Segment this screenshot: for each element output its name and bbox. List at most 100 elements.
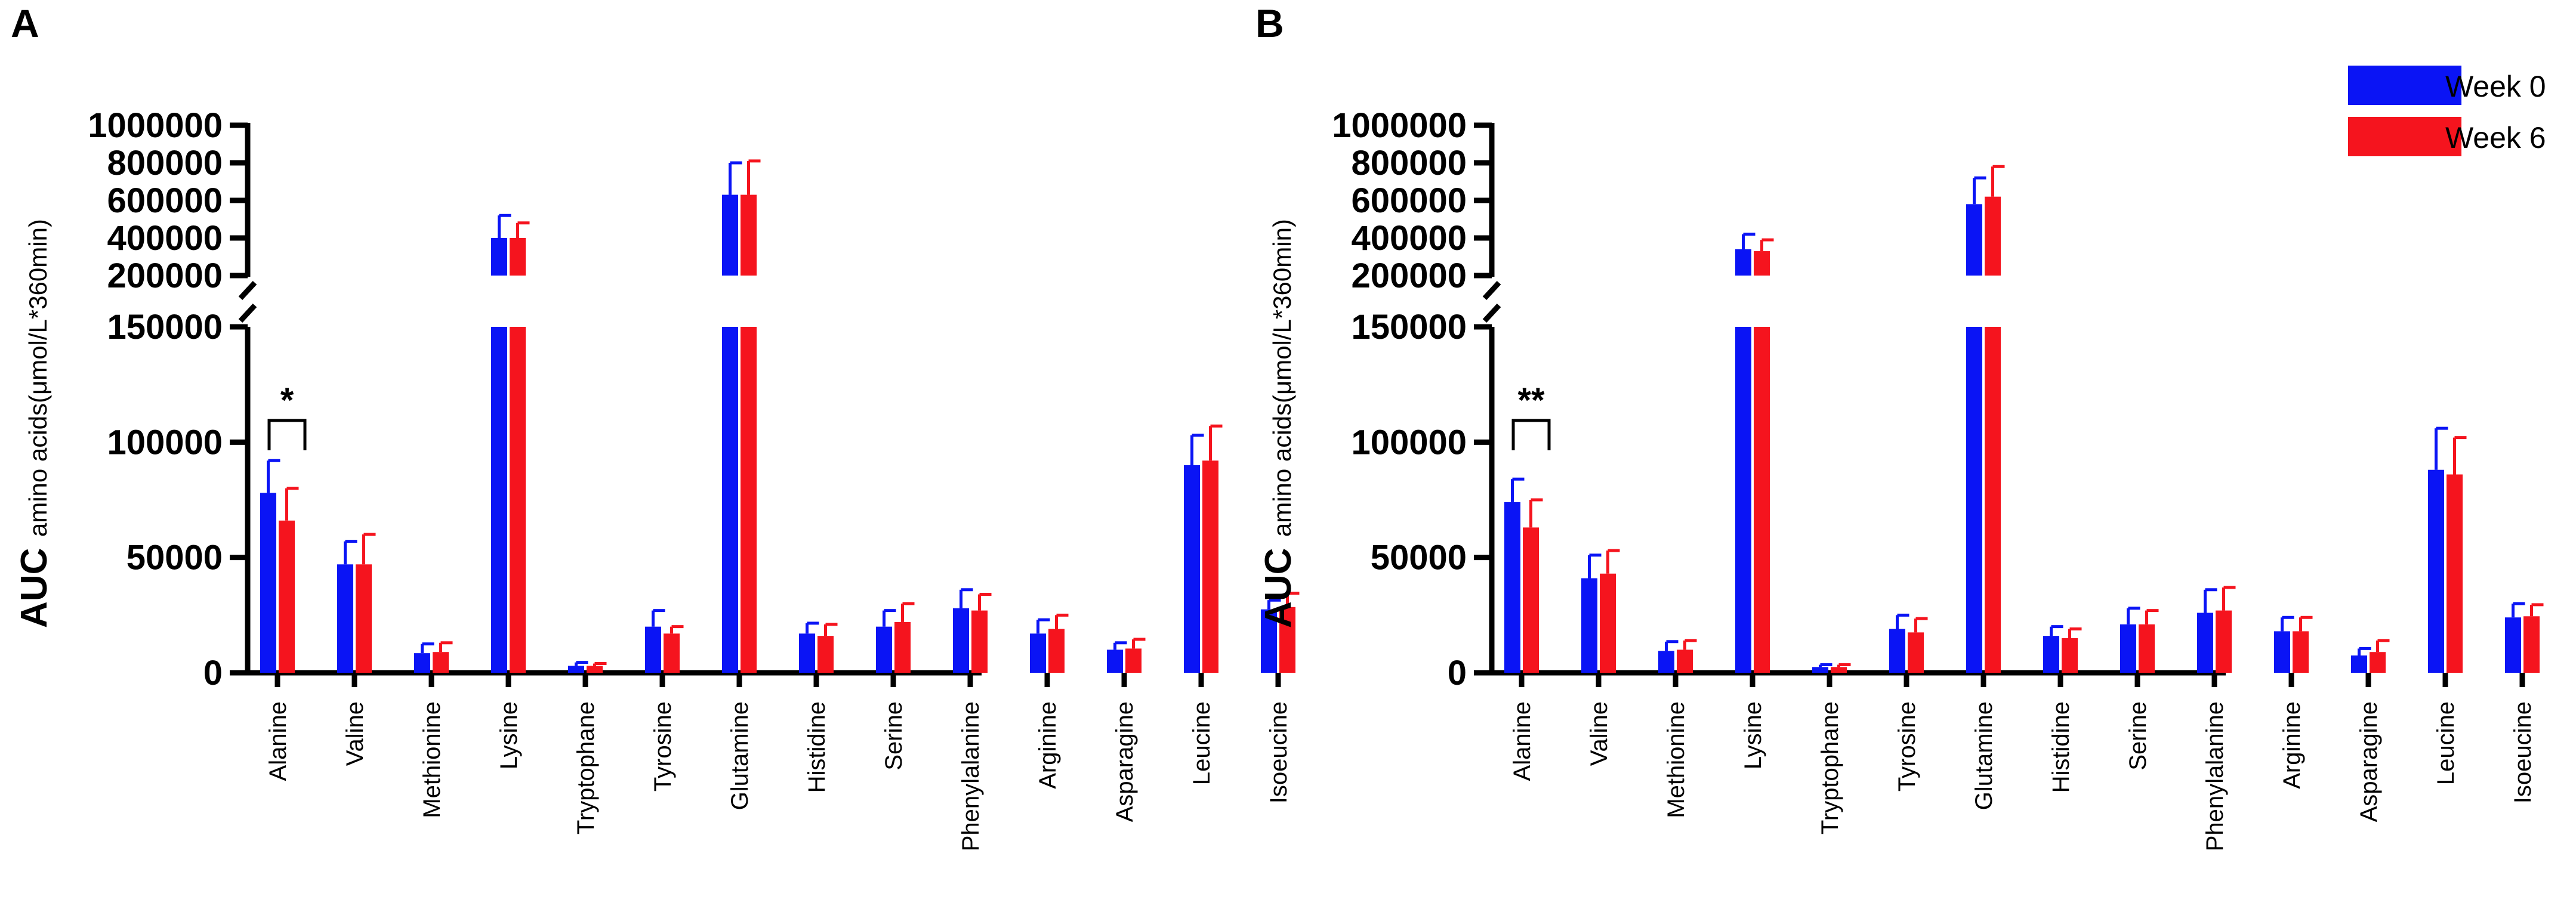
x-tick-label: Arginine — [2279, 701, 2305, 789]
x-tick-label: Histidine — [804, 701, 830, 793]
bar-week6 — [279, 520, 295, 673]
x-tick-label: Phenylalanine — [958, 701, 984, 851]
axis-break-mark — [1482, 303, 1501, 323]
bar-week6 — [1600, 573, 1616, 673]
x-tick-label: Serine — [2125, 701, 2151, 771]
y-tick-label: 50000 — [127, 539, 223, 577]
bar-week0 — [2428, 469, 2444, 673]
bar-week0 — [568, 666, 584, 673]
bar-week6-upper — [741, 194, 757, 276]
svg-text:AUC amino acids(μmol/L: AUC amino acids(μmol/L*360min) — [1258, 219, 1299, 628]
bar-week6 — [894, 621, 911, 673]
bar-week0 — [1658, 651, 1674, 673]
bar-week6 — [587, 666, 603, 673]
bar-week6 — [2370, 652, 2386, 673]
panel-b-ylabel-main: AUC — [1258, 548, 1299, 628]
bar-week0 — [1812, 667, 1828, 673]
legend: Week 0 Week 6 — [2348, 66, 2546, 156]
bar-week0 — [1966, 327, 1982, 673]
y-tick-label: 100000 — [1351, 423, 1467, 462]
x-tick-label: Asparagine — [2356, 701, 2382, 822]
bar-week0 — [414, 653, 430, 673]
x-tick-label: Glutamine — [727, 701, 753, 810]
bar-week0 — [2274, 631, 2290, 673]
panel-a-plot: 0 50000 100000 150000 2000004000006000008000… — [88, 106, 1300, 851]
bar-week6 — [2139, 624, 2155, 673]
x-tick-label: Tryptophane — [573, 701, 599, 834]
bar-week0 — [2197, 613, 2213, 673]
bar-week0 — [1184, 465, 1200, 673]
x-tick-label: Tyrosine — [650, 701, 676, 791]
panel-a-ylabel-sub: amino acids(μmol/L*360min) — [24, 219, 52, 537]
y-tick-label: 400000 — [1351, 219, 1467, 258]
bar-week0 — [337, 564, 353, 673]
bar-week6 — [817, 636, 834, 673]
y-tick-label: 200000 — [1351, 256, 1467, 295]
bar-week0 — [1735, 327, 1751, 673]
x-tick-label: Valine — [342, 701, 368, 766]
bar-week6 — [1125, 648, 1142, 673]
bar-week6 — [1677, 650, 1693, 673]
bar-week6 — [664, 633, 680, 673]
y-tick-label: 150000 — [107, 308, 223, 347]
bar-week0 — [2043, 636, 2059, 673]
bar-week0 — [953, 608, 969, 673]
x-tick-label: Tyrosine — [1894, 701, 1920, 791]
panel-a-letter: A — [11, 1, 39, 45]
bar-week0 — [1107, 650, 1123, 673]
y-tick-label: 1000000 — [88, 106, 223, 145]
bar-week6 — [1048, 629, 1065, 673]
y-tick-label: 150000 — [1351, 308, 1467, 347]
bar-week6 — [2062, 638, 2078, 673]
bar-week6 — [433, 652, 449, 673]
x-tick-label: Tryptophane — [1817, 701, 1843, 834]
x-tick-label: Lysine — [1740, 701, 1766, 769]
x-tick-label: Alanine — [1509, 701, 1535, 781]
bar-week6 — [510, 327, 526, 673]
bar-week0 — [1889, 629, 1905, 673]
bar-week0 — [260, 493, 276, 673]
y-tick-label: 600000 — [107, 181, 223, 220]
bar-week6 — [971, 610, 988, 673]
y-tick-label: 1000000 — [1332, 106, 1467, 145]
bar-week6 — [1831, 667, 1847, 673]
bar-week6 — [1523, 527, 1539, 673]
bar-week0 — [2351, 655, 2367, 673]
y-tick-label: 200000 — [107, 256, 223, 295]
x-tick-label: Valine — [1586, 701, 1612, 766]
bar-week0 — [2505, 617, 2521, 673]
bar-week6-upper — [1754, 251, 1770, 276]
x-tick-label: Alanine — [265, 701, 291, 781]
y-tick-label: 600000 — [1351, 181, 1467, 220]
panel-b: B AUC amino acids(μmol/L*360min) 0 50000 1… — [1255, 1, 2544, 851]
bar-week0-upper — [1966, 204, 1982, 276]
bar-week6 — [1279, 607, 1295, 673]
bar-week6 — [2293, 631, 2309, 673]
x-tick-label: Phenylalanine — [2202, 701, 2228, 851]
significance-bracket — [1511, 419, 1551, 450]
y-tick-label: 400000 — [107, 219, 223, 258]
y-tick-label: 800000 — [1351, 144, 1467, 183]
x-tick-label: Isoeucine — [2510, 701, 2536, 803]
significance-marker: ** — [1517, 381, 1545, 420]
bar-week6 — [2447, 474, 2463, 673]
significance-bracket — [267, 419, 307, 450]
axis-break-mark — [238, 303, 257, 323]
significance-marker: * — [280, 381, 294, 420]
panel-b-letter: B — [1255, 1, 1284, 45]
x-tick-label: Methionine — [1663, 701, 1689, 818]
panel-a-y-axis-title: AUC amino acids(μmol/L*360min) — [14, 219, 55, 628]
svg-text:AUC amino acids(μmol/L: AUC amino acids(μmol/L*360min) — [14, 219, 55, 628]
bar-week6 — [2216, 610, 2232, 673]
legend-swatch-week6 — [2348, 117, 2461, 156]
bar-week6-upper — [1985, 196, 2001, 276]
bar-week0 — [722, 327, 738, 673]
axis-break-mark — [1482, 280, 1501, 301]
bar-week6 — [1202, 460, 1218, 673]
y-tick-label: 50000 — [1371, 539, 1467, 577]
legend-label-week6: Week 6 — [2445, 121, 2546, 154]
y-tick-label: 100000 — [107, 423, 223, 462]
bar-week0 — [1261, 609, 1277, 673]
bar-week0 — [1030, 633, 1046, 673]
